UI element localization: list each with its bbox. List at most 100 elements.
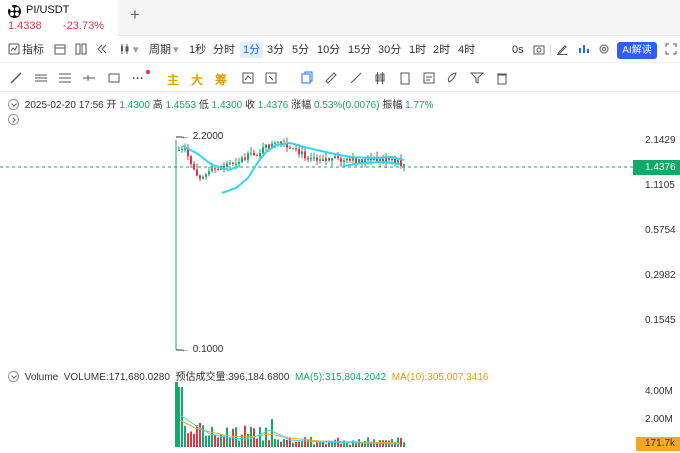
- interval-15m[interactable]: 15分: [348, 44, 372, 56]
- volume-bar: [364, 441, 366, 447]
- interval-1s[interactable]: 1秒: [189, 44, 207, 56]
- add-tab-icon[interactable]: +: [130, 5, 140, 24]
- parallel-channel-icon[interactable]: [58, 71, 72, 85]
- large-order-button[interactable]: 大: [191, 73, 204, 87]
- notification-dot: [146, 70, 150, 74]
- current-volume-badge: 171.7k: [636, 437, 680, 451]
- open-label: 开: [106, 100, 117, 111]
- candle-body: [259, 153, 261, 157]
- pi-logo-icon: [8, 5, 21, 18]
- magnet-icon[interactable]: [264, 71, 278, 85]
- filter-icon[interactable]: [470, 71, 484, 85]
- volume-bar: [289, 437, 291, 447]
- expand-icon[interactable]: [8, 114, 19, 125]
- link-icon[interactable]: [446, 71, 460, 85]
- interval-4h[interactable]: 4时: [458, 44, 476, 56]
- chip-distribution-button[interactable]: 筹: [215, 73, 228, 87]
- volume-bar: [193, 433, 195, 447]
- interval-2h[interactable]: 2时: [433, 44, 451, 56]
- ai-analysis-button[interactable]: AI解读: [617, 42, 657, 59]
- layout-icon[interactable]: [75, 43, 87, 55]
- collapse-icon[interactable]: [8, 371, 19, 382]
- candle-body: [256, 155, 258, 157]
- candle-body: [331, 158, 333, 161]
- camera-icon[interactable]: [533, 43, 545, 55]
- indicator-icon[interactable]: [8, 43, 20, 55]
- horizontal-ray-icon[interactable]: [82, 71, 96, 85]
- interval-10m[interactable]: 10分: [317, 44, 341, 56]
- clipboard-icon[interactable]: [398, 71, 412, 85]
- ma-line-cyan-2: [221, 141, 405, 194]
- volume-bar: [220, 434, 222, 447]
- interval-timeshare[interactable]: 分时: [213, 44, 235, 56]
- horizontal-lines-icon[interactable]: [34, 71, 48, 85]
- brush-icon[interactable]: [349, 71, 363, 85]
- copy-icon[interactable]: [300, 71, 314, 85]
- volume-bar: [376, 442, 378, 447]
- collapse-icon[interactable]: [8, 99, 19, 110]
- candle-type-icon[interactable]: [119, 43, 131, 55]
- pen-icon[interactable]: [556, 43, 568, 55]
- candle-body: [391, 158, 393, 160]
- volume-bar: [241, 434, 243, 447]
- volume-bar: [370, 441, 372, 447]
- candle-body: [241, 157, 243, 162]
- calendar-icon[interactable]: [54, 43, 66, 55]
- candle-body: [274, 142, 276, 144]
- interval-3m[interactable]: 3分: [267, 44, 285, 56]
- volume-bar: [274, 438, 276, 447]
- ohlc-datetime: 2025-02-20 17:56: [24, 100, 104, 111]
- latency-label: 0s: [512, 44, 524, 56]
- rectangle-icon[interactable]: [107, 71, 121, 85]
- interval-1h[interactable]: 1时: [409, 44, 427, 56]
- fullscreen-icon[interactable]: [665, 43, 677, 55]
- main-force-button[interactable]: 主: [167, 73, 180, 87]
- candle-body: [385, 157, 387, 163]
- tab-pi-usdt[interactable]: PI/USDT 1.4338 -23.73%: [0, 0, 118, 36]
- note-icon[interactable]: [422, 71, 436, 85]
- candle-body: [376, 157, 378, 162]
- candle-pattern-icon[interactable]: [374, 71, 388, 85]
- lock-drawing-icon[interactable]: [241, 71, 255, 85]
- candle-body: [250, 152, 252, 154]
- candle-body: [310, 158, 312, 160]
- volume-bar: [310, 437, 312, 447]
- candle-body: [403, 164, 405, 167]
- volume-bar: [313, 444, 315, 447]
- interval-5m[interactable]: 5分: [292, 44, 310, 56]
- price-tick: 1.1105: [645, 180, 675, 191]
- chart-settings-icon[interactable]: [578, 43, 590, 55]
- volume-bar: [265, 427, 267, 447]
- interval-30m[interactable]: 30分: [378, 44, 402, 56]
- volume-bar: [355, 443, 357, 447]
- trend-line-icon[interactable]: [9, 71, 23, 85]
- candle-body: [262, 147, 264, 154]
- volume-bar: [247, 433, 249, 447]
- volume-bar: [214, 434, 216, 447]
- volume-bar: [343, 440, 345, 447]
- candle-body: [313, 157, 315, 159]
- interval-1m[interactable]: 1分: [240, 42, 264, 58]
- price-tick: 0.2982: [645, 270, 676, 281]
- volume-bar: [298, 441, 300, 447]
- more-tools-icon[interactable]: ···: [132, 71, 144, 85]
- indicators-button[interactable]: 指标: [22, 44, 44, 56]
- gear-icon[interactable]: [598, 43, 610, 55]
- volume-bar: [268, 440, 270, 447]
- trash-icon[interactable]: [495, 71, 509, 85]
- candle-body: [205, 174, 207, 177]
- ruler-icon[interactable]: [324, 71, 338, 85]
- low-marker-label: ← 0.1000: [180, 344, 224, 355]
- candle-body: [295, 148, 297, 150]
- chevron-down-icon[interactable]: ▾: [173, 44, 179, 56]
- candle-body: [400, 159, 402, 167]
- high-marker-value: 2.2000: [192, 131, 224, 142]
- tab-symbol: PI/USDT: [26, 4, 70, 16]
- ma-line-cyan-1: [182, 145, 241, 172]
- open-value: 1.4300: [119, 100, 150, 111]
- period-button[interactable]: 周期: [149, 44, 171, 56]
- rewind-icon[interactable]: [96, 43, 108, 55]
- high-label: 高: [152, 100, 163, 111]
- chevron-down-icon[interactable]: ▾: [133, 44, 139, 56]
